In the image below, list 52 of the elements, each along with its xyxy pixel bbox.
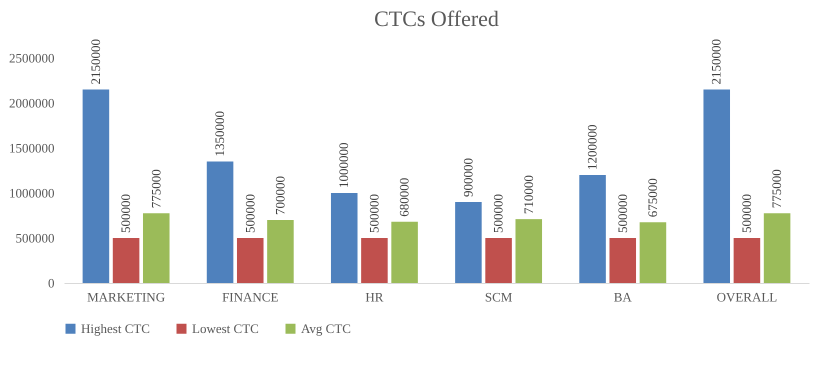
x-tick-label: OVERALL bbox=[716, 290, 778, 304]
data-label: 2150000 bbox=[88, 39, 103, 84]
y-tick-label: 2000000 bbox=[9, 96, 54, 110]
data-label: 1350000 bbox=[212, 111, 228, 156]
y-tick-label: 1000000 bbox=[9, 186, 54, 200]
bar bbox=[142, 213, 170, 283]
x-tick-label: SCM bbox=[484, 290, 513, 304]
x-tick-label: BA bbox=[614, 290, 632, 304]
bar bbox=[330, 193, 358, 283]
data-label: 700000 bbox=[272, 176, 288, 215]
bar bbox=[515, 219, 542, 283]
bar bbox=[82, 90, 110, 283]
data-label: 1000000 bbox=[336, 142, 352, 188]
bar bbox=[764, 213, 790, 283]
data-label: 900000 bbox=[460, 158, 476, 197]
data-label: 680000 bbox=[396, 178, 412, 217]
x-tick-label: FINANCE bbox=[222, 290, 278, 304]
bar bbox=[455, 202, 482, 283]
data-label: 1200000 bbox=[584, 124, 600, 170]
data-label: 775000 bbox=[148, 169, 164, 208]
bar bbox=[391, 222, 418, 283]
data-label: 500000 bbox=[242, 194, 258, 233]
bar bbox=[703, 90, 730, 283]
data-label: 2150000 bbox=[708, 39, 724, 84]
data-label: 500000 bbox=[738, 194, 754, 233]
y-tick-label: 2500000 bbox=[9, 50, 54, 66]
bar bbox=[609, 238, 636, 283]
legend-label: Avg CTC bbox=[301, 320, 351, 336]
bar bbox=[485, 238, 512, 283]
y-tick-label: 0 bbox=[48, 276, 54, 290]
data-label: 500000 bbox=[366, 194, 382, 233]
data-label: 675000 bbox=[644, 178, 660, 218]
bar bbox=[206, 162, 234, 283]
x-tick-label: MARKETING bbox=[87, 290, 166, 304]
data-label: 710000 bbox=[520, 175, 536, 214]
bar bbox=[236, 238, 264, 283]
data-label: 775000 bbox=[769, 169, 784, 208]
x-tick-label: HR bbox=[365, 290, 384, 304]
bar bbox=[734, 238, 760, 283]
data-label: 500000 bbox=[614, 194, 630, 233]
bar bbox=[267, 220, 294, 283]
bar bbox=[112, 238, 140, 283]
y-tick-label: 500000 bbox=[16, 230, 54, 246]
data-label: 500000 bbox=[490, 194, 506, 233]
bar bbox=[361, 238, 388, 283]
bar bbox=[579, 175, 606, 283]
chart-title: CTCs Offered bbox=[374, 6, 499, 31]
y-tick-label: 1500000 bbox=[9, 140, 54, 156]
data-label: 500000 bbox=[118, 194, 134, 233]
bar bbox=[640, 222, 666, 283]
legend-label: Lowest CTC bbox=[192, 320, 259, 336]
legend-label: Highest CTC bbox=[81, 320, 150, 336]
